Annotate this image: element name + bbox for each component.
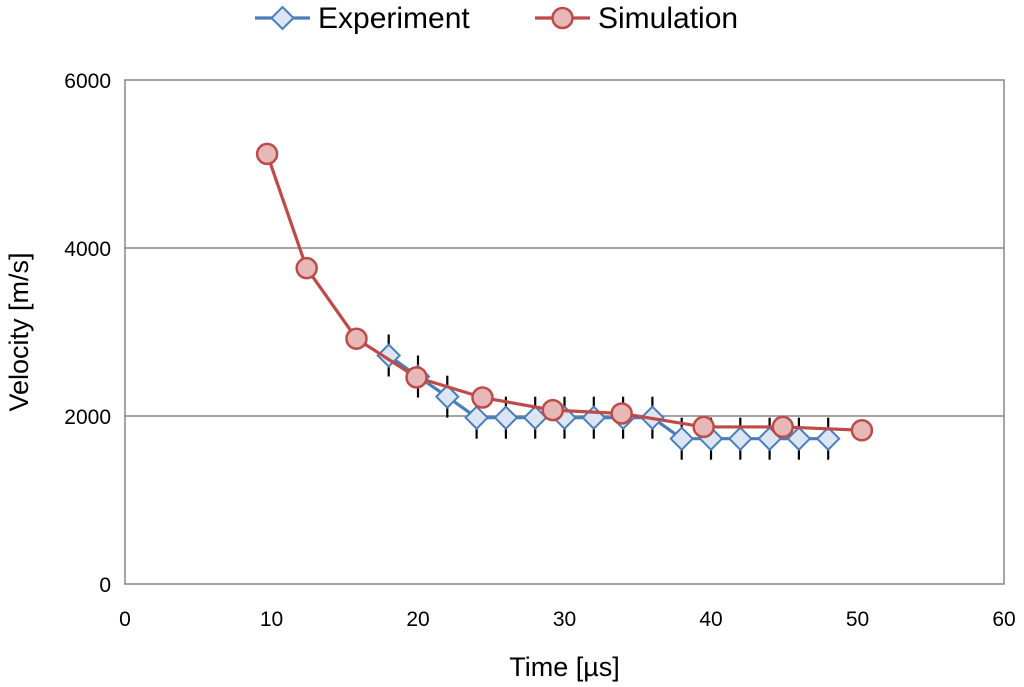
x-tick-label-10: 10 — [260, 608, 283, 631]
x-tick-label-60: 60 — [992, 608, 1015, 631]
legend-label-simulation: Simulation — [598, 2, 738, 35]
simulation-point — [692, 415, 715, 439]
experiment-point — [493, 405, 519, 431]
experiment-point — [376, 343, 402, 368]
experiment-point — [669, 426, 695, 452]
legend-marker-experiment — [270, 5, 295, 31]
x-tick-label-50: 50 — [846, 608, 869, 631]
y-axis-ticks: 0 2000 4000 6000 — [64, 70, 111, 597]
legend-item-experiment: Experiment — [255, 2, 470, 35]
simulation-point — [255, 142, 279, 166]
legend-label-experiment: Experiment — [318, 2, 470, 35]
legend-marker-simulation — [551, 6, 574, 30]
simulation-line — [265, 153, 862, 432]
y-axis-label: Velocity [m/s] — [4, 252, 34, 411]
experiment-point — [815, 426, 841, 452]
x-tick-label-0: 0 — [119, 608, 131, 631]
x-tick-label-40: 40 — [699, 608, 722, 631]
x-axis-label: Time [µs] — [509, 652, 620, 682]
experiment-point — [434, 384, 460, 410]
simulation-point — [541, 398, 565, 422]
x-tick-label-20: 20 — [406, 608, 429, 631]
simulation-point — [610, 402, 633, 425]
y-tick-label-0: 0 — [99, 574, 111, 597]
legend: Experiment Simulation — [255, 2, 738, 35]
plot-area-frame — [124, 79, 1005, 585]
simulation-point — [295, 256, 318, 280]
gridlines — [125, 247, 1004, 417]
y-tick-label-4000: 4000 — [64, 238, 111, 261]
x-axis-ticks: 0 10 20 30 40 50 60 — [119, 608, 1016, 631]
simulation-point — [771, 415, 795, 439]
experiment-point — [464, 405, 490, 431]
simulation-point — [850, 419, 874, 442]
experiment-point — [581, 405, 607, 431]
series-experiment — [376, 334, 841, 460]
experiment-line — [387, 354, 829, 441]
simulation-point — [471, 386, 494, 409]
experiment-point — [727, 426, 753, 452]
series-simulation — [255, 142, 874, 442]
simulation-point — [405, 366, 428, 389]
y-tick-label-2000: 2000 — [64, 406, 111, 429]
y-tick-label-6000: 6000 — [64, 70, 111, 93]
series-layer — [255, 142, 874, 460]
simulation-point — [345, 327, 368, 350]
experiment-point — [786, 426, 812, 452]
x-tick-label-30: 30 — [553, 608, 576, 631]
legend-item-simulation: Simulation — [535, 2, 738, 35]
